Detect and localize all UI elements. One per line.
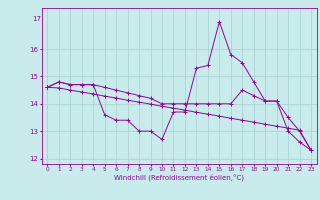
X-axis label: Windchill (Refroidissement éolien,°C): Windchill (Refroidissement éolien,°C) [114, 174, 244, 181]
Text: 17: 17 [33, 16, 42, 22]
